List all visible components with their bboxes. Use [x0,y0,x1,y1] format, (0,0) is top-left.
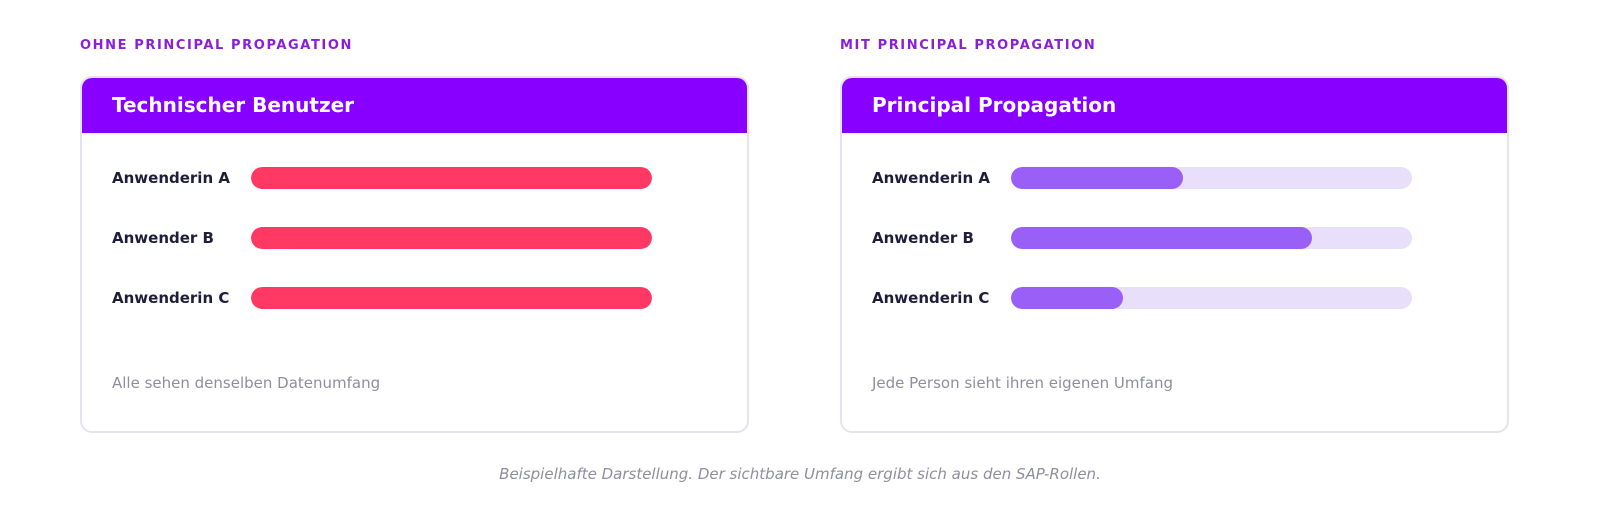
user-row: Anwenderin C [112,286,747,310]
scope-track [251,227,652,249]
scope-track [1011,167,1412,189]
user-label: Anwenderin C [872,289,990,307]
user-row: Anwenderin A [112,166,747,190]
card-title: Principal Propagation [842,78,1507,133]
user-label: Anwender B [112,229,214,247]
user-row: Anwender B [872,226,1507,250]
user-scope-list: Anwenderin A Anwender B Anwenderin C [842,133,1507,310]
user-label: Anwender B [872,229,974,247]
card-note: Alle sehen denselben Datenumfang [112,374,381,392]
user-scope-list: Anwenderin A Anwender B Anwenderin C [82,133,747,310]
scope-bar [251,287,652,309]
card-title: Technischer Benutzer [82,78,747,133]
scope-track [1011,287,1412,309]
scope-bar [1011,287,1124,309]
panel-without-propagation: OHNE PRINCIPAL PROPAGATION Technischer B… [80,38,749,433]
section-eyebrow: MIT PRINCIPAL PROPAGATION [840,38,1097,53]
panel-with-propagation: MIT PRINCIPAL PROPAGATION Principal Prop… [840,38,1509,433]
scope-track [251,287,652,309]
card-principal-propagation: Principal Propagation Anwenderin A Anwen… [840,76,1509,433]
user-label: Anwenderin A [872,169,990,187]
card-technical-user: Technischer Benutzer Anwenderin A Anwend… [80,76,749,433]
scope-track [1011,227,1412,249]
scope-bar [1011,167,1184,189]
scope-bar [251,227,652,249]
user-label: Anwenderin A [112,169,230,187]
scope-track [251,167,652,189]
scope-bar [1011,227,1312,249]
user-row: Anwender B [112,226,747,250]
user-row: Anwenderin A [872,166,1507,190]
footnote-caption: Beispielhafte Darstellung. Der sichtbare… [499,465,1101,483]
user-row: Anwenderin C [872,286,1507,310]
section-eyebrow: OHNE PRINCIPAL PROPAGATION [80,38,353,53]
scope-bar [251,167,652,189]
user-label: Anwenderin C [112,289,230,307]
card-note: Jede Person sieht ihren eigenen Umfang [872,374,1173,392]
